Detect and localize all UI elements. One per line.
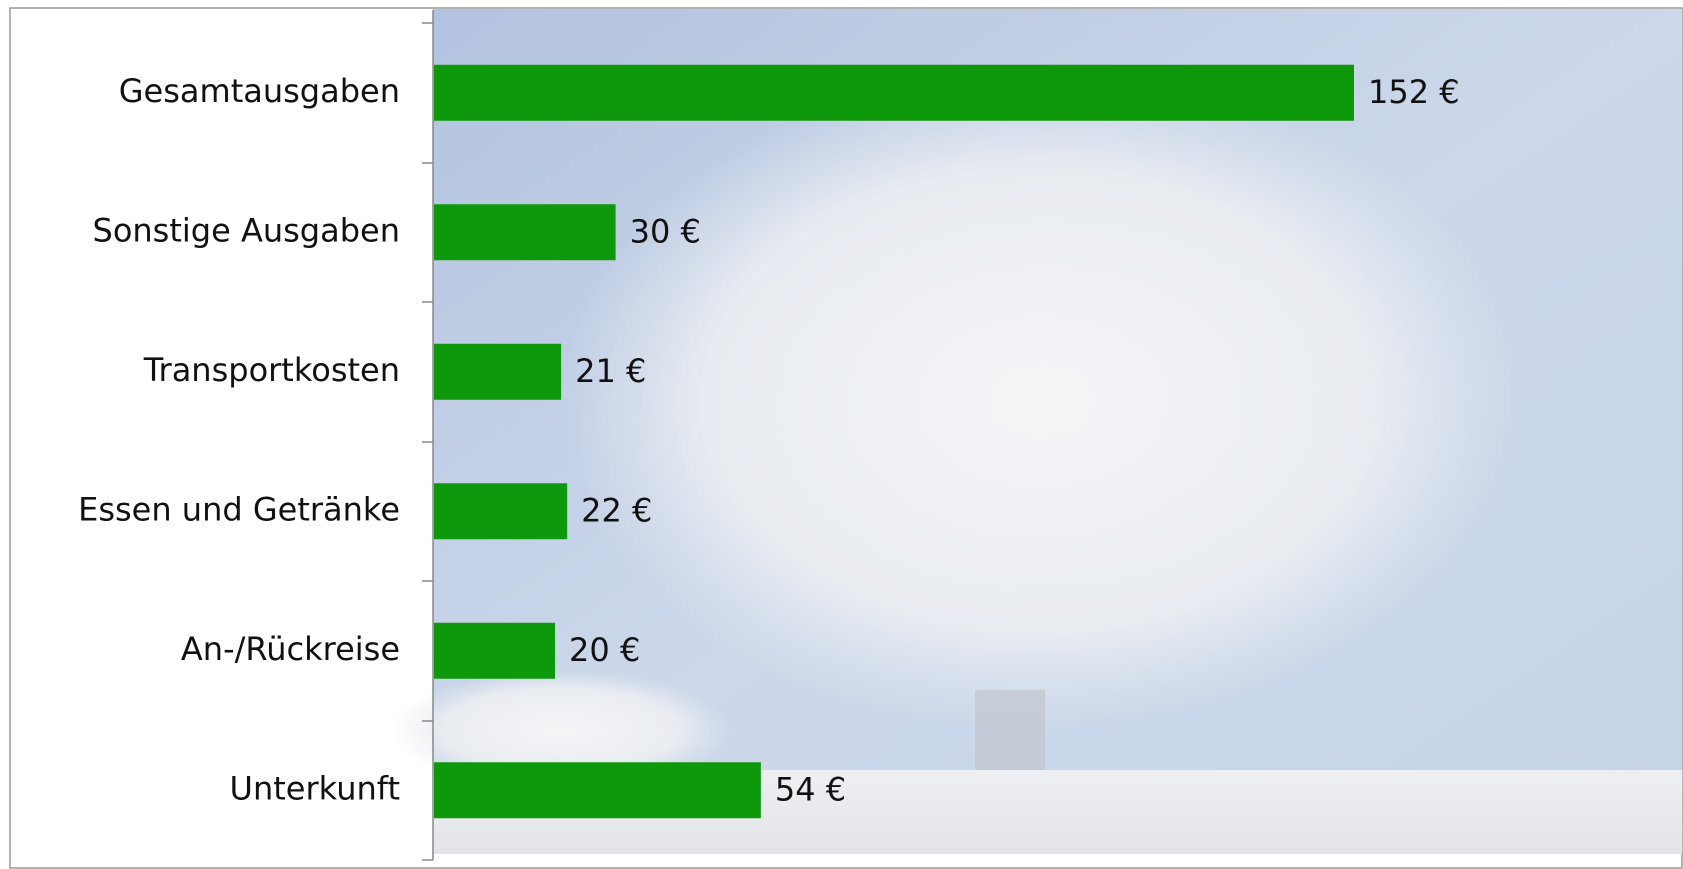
data-label: 30 € (630, 212, 701, 250)
y-tick-label: Essen und Getränke (78, 490, 400, 528)
chart: Gesamtausgaben 152 € Sonstige Ausgaben 30 €… (0, 0, 1683, 869)
bar (434, 483, 567, 539)
page: {"chart_data": {"type": "bar", "orientat… (0, 0, 1683, 869)
bar (434, 762, 761, 818)
data-label: 20 € (569, 631, 640, 669)
bar (434, 65, 1354, 121)
bar (434, 204, 616, 260)
data-label: 22 € (581, 491, 652, 529)
y-tick-label: Unterkunft (230, 769, 400, 807)
y-tick-label: Sonstige Ausgaben (93, 211, 401, 249)
bar (434, 623, 555, 679)
data-label: 54 € (775, 770, 846, 808)
bar (434, 344, 561, 400)
y-tick-label: Transportkosten (143, 351, 400, 389)
y-tick-label: Gesamtausgaben (119, 72, 400, 110)
data-label: 152 € (1368, 73, 1460, 111)
plot-background (390, 9, 1682, 854)
data-label: 21 € (575, 352, 646, 390)
y-tick-label: An-/Rückreise (181, 630, 400, 668)
